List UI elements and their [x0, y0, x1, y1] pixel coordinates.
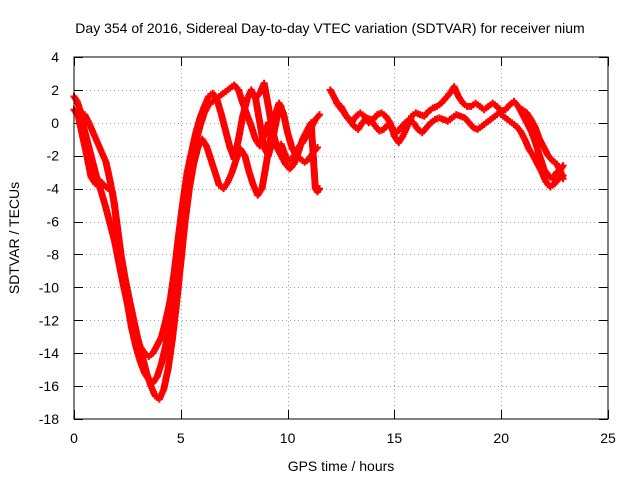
- y-tick-labels: -18 -16 -14 -12 -10 -8 -6 -4 -2 0 2 4: [39, 49, 59, 427]
- x-tick-label: 15: [387, 430, 403, 446]
- y-tick-label: -4: [47, 181, 60, 197]
- data-point-markers: [519, 106, 567, 183]
- y-tick-label: -6: [47, 214, 60, 230]
- y-tick-label: -2: [47, 148, 60, 164]
- y-tick-label: -14: [39, 345, 59, 361]
- y-tick-label: 2: [51, 82, 59, 98]
- series-trace-c: [81, 86, 285, 360]
- x-axis-label: GPS time / hours: [288, 458, 395, 474]
- x-tick-label: 25: [600, 430, 616, 446]
- x-tick-label: 20: [493, 430, 509, 446]
- y-tick-label: -18: [39, 411, 59, 427]
- chart-title: Day 354 of 2016, Sidereal Day-to-day VTE…: [75, 20, 584, 36]
- y-tick-label: -8: [47, 246, 60, 262]
- series-trace-d: [252, 79, 324, 196]
- data-points: [70, 79, 567, 403]
- x-tick-label: 0: [70, 430, 78, 446]
- y-tick-label: -12: [39, 312, 59, 328]
- data-point-markers: [81, 86, 285, 360]
- data-point-markers: [333, 99, 567, 191]
- grid-lines: [74, 57, 608, 419]
- y-tick-label: -16: [39, 378, 59, 394]
- y-axis-label: SDTVAR / TECUs: [6, 182, 22, 294]
- series-trace-g: [519, 106, 567, 183]
- y-tick-label: 0: [51, 115, 59, 131]
- y-tick-label: 4: [51, 49, 59, 65]
- data-point-markers: [252, 79, 324, 196]
- x-tick-label: 10: [280, 430, 296, 446]
- x-tick-label: 5: [177, 430, 185, 446]
- y-tick-label: -10: [39, 279, 59, 295]
- series-trace-f: [333, 99, 567, 191]
- plot-frame: [73, 56, 609, 420]
- x-tick-labels: 0 5 10 15 20 25: [70, 430, 616, 446]
